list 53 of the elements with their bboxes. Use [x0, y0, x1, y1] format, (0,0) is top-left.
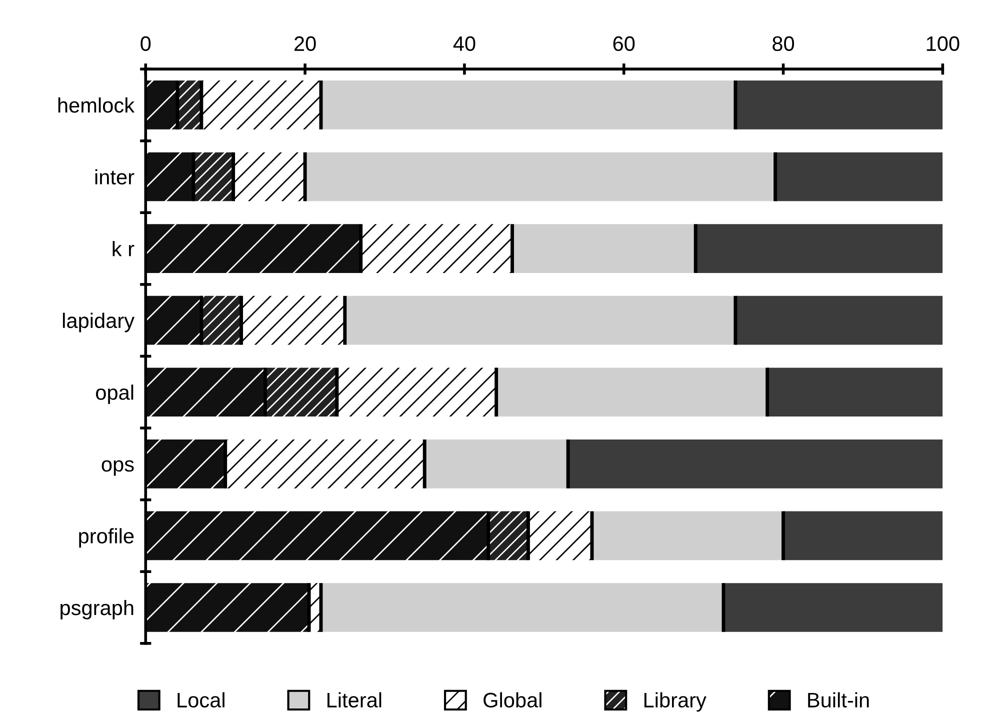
bar — [528, 511, 592, 560]
bar — [424, 440, 568, 488]
bar — [241, 296, 345, 345]
legend-label: Global — [484, 692, 542, 708]
bar — [305, 152, 776, 202]
bar — [233, 152, 306, 202]
bar — [146, 440, 226, 488]
legend-label: Library — [644, 692, 706, 712]
x-tick-label: 0 — [140, 36, 151, 52]
x-tick-label: 60 — [613, 36, 635, 52]
bar — [146, 511, 488, 560]
bar — [783, 511, 943, 560]
bar — [496, 368, 768, 417]
y-tick-label: profile — [79, 528, 134, 548]
bar — [265, 368, 337, 417]
bar — [146, 152, 194, 202]
bar — [225, 440, 425, 488]
y-tick-label: ops — [102, 460, 134, 476]
bar — [775, 152, 943, 202]
bar — [696, 224, 943, 273]
bar — [320, 583, 724, 632]
y-tick-label: inter — [95, 169, 134, 185]
bar — [146, 224, 361, 273]
bar — [512, 224, 696, 273]
legend-label: Literal — [328, 692, 382, 708]
bar — [360, 224, 512, 273]
legend-label: Local — [178, 692, 224, 708]
bar — [146, 368, 266, 417]
bar — [201, 296, 242, 345]
bar — [146, 583, 310, 632]
x-tick-label: 100 — [926, 36, 960, 52]
bar — [735, 296, 943, 345]
x-tick-label: 40 — [453, 36, 476, 52]
bar — [592, 511, 784, 560]
bar — [568, 440, 943, 488]
bar — [767, 368, 943, 417]
y-tick-label: psgraph — [60, 600, 134, 620]
bar — [320, 80, 736, 130]
y-tick-label: opal — [96, 384, 134, 404]
legend-label: Built-in — [808, 692, 869, 708]
bar — [193, 152, 234, 202]
y-tick-label: k r — [112, 240, 134, 256]
bar — [735, 80, 943, 130]
x-tick-label: 80 — [772, 36, 794, 52]
bar — [201, 80, 321, 130]
y-tick-label: lapidary — [62, 312, 134, 332]
bar — [723, 583, 943, 632]
bar — [146, 80, 178, 130]
bar — [336, 368, 496, 417]
bar — [344, 296, 736, 345]
y-tick-label: hemlock — [58, 97, 135, 113]
x-tick-label: 20 — [294, 36, 316, 52]
bar — [146, 296, 202, 345]
